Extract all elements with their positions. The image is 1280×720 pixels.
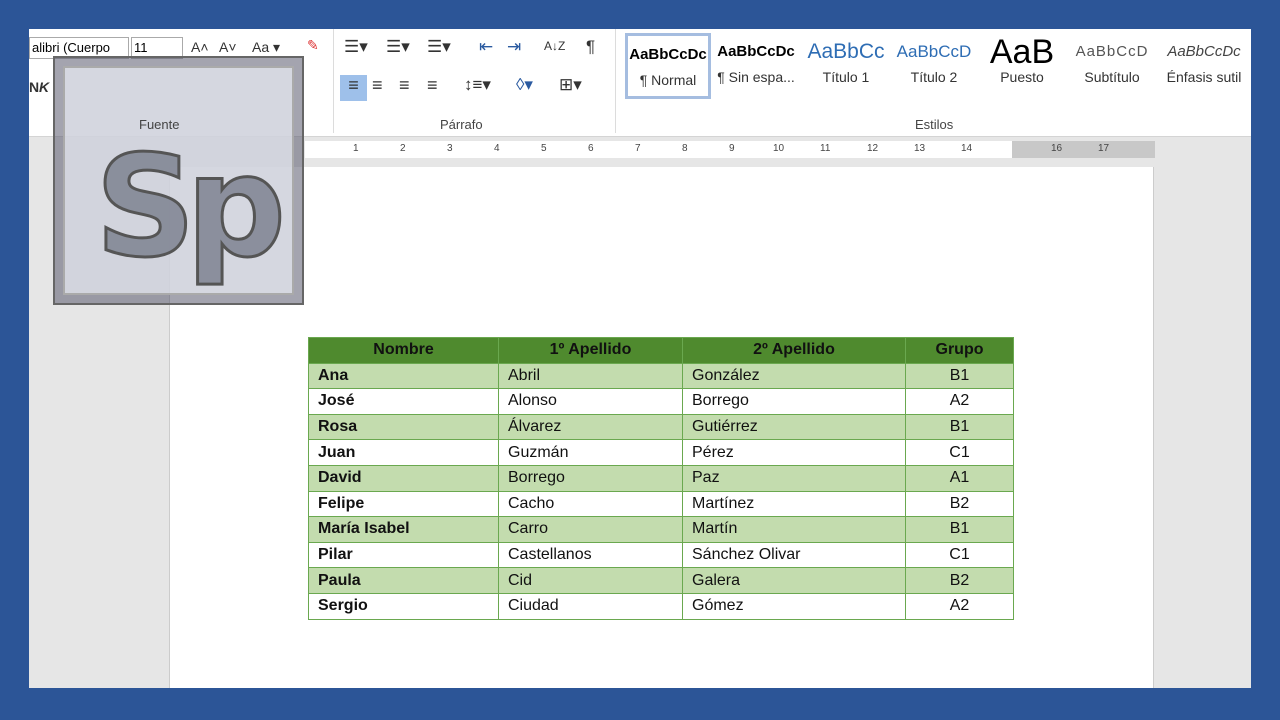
name-cell: Juan [308,439,499,466]
header-cell: 1º Apellido [498,337,683,364]
shading-icon[interactable]: ◊▾ [516,75,533,94]
change-case-button[interactable]: Aa ▾ [252,39,281,55]
first-surname-cell: Alonso [498,388,683,415]
bullets-icon[interactable]: ☰▾ [344,37,368,56]
group-cell: A2 [905,388,1014,415]
table-row: Ana Abril González B1 [308,362,1014,390]
group-cell: A1 [905,464,1014,492]
font-size-combo[interactable]: 11 [131,37,183,59]
group-cell: B1 [905,516,1014,543]
multilevel-list-icon[interactable]: ☰▾ [427,37,451,56]
group-cell: B1 [905,413,1014,441]
table-row: Pilar Castellanos Sánchez Olivar C1 [308,541,1014,569]
table-row: Paula Cid Galera B2 [308,567,1014,594]
first-surname-cell: Cid [498,567,683,594]
numbering-icon[interactable]: ☰▾ [386,37,410,56]
group-cell: B2 [905,567,1014,594]
first-surname-cell: Cacho [498,490,683,518]
increase-indent-icon[interactable]: ⇥ [507,37,522,56]
name-cell: Felipe [308,490,499,518]
first-surname-cell: Carro [498,516,683,543]
group-cell: A2 [905,592,1014,620]
name-cell: José [308,388,499,415]
second-surname-cell: Gómez [682,592,906,620]
group-cell: C1 [905,541,1014,569]
style-heading-1[interactable]: AaBbCc Título 1 [807,40,885,85]
grow-font-button[interactable]: A˄ [191,39,209,55]
second-surname-cell: Sánchez Olivar [682,541,906,569]
style-normal[interactable]: AaBbCcDc ¶ Normal [625,33,711,99]
first-surname-cell: Castellanos [498,541,683,569]
style-subtitle[interactable]: AaBbCcD Subtítulo [1075,43,1149,85]
name-cell: Sergio [308,592,499,620]
name-cell: David [308,464,499,492]
logo-text: Sp [93,126,287,289]
second-surname-cell: Martínez [682,490,906,518]
header-cell: 2º Apellido [682,337,906,364]
group-cell: B2 [905,490,1014,518]
table-header-row: Nombre 1º Apellido 2º Apellido Grupo [308,337,1014,364]
group-cell: C1 [905,439,1014,466]
group-cell: B1 [905,362,1014,390]
sort-button[interactable]: A↓Z [544,39,566,53]
styles-group-label: Estilos [915,117,954,132]
name-cell: Ana [308,362,499,390]
align-right-icon[interactable]: ≡ [399,75,410,95]
clear-format-icon[interactable]: ✎ [307,37,319,53]
font-name-combo[interactable]: alibri (Cuerpo [29,37,129,59]
name-cell: Rosa [308,413,499,441]
name-cell: Paula [308,567,499,594]
style-heading-2[interactable]: AaBbCcD Título 2 [896,42,972,85]
horizontal-ruler[interactable]: 1 2 3 4 5 6 7 8 9 10 11 12 13 14 16 17 [305,141,1155,158]
justify-icon[interactable]: ≡ [427,75,438,95]
second-surname-cell: Martín [682,516,906,543]
italic-button[interactable]: K [39,79,50,95]
table-row: David Borrego Paz A1 [308,464,1014,492]
paragraph-group-label: Párrafo [440,117,483,132]
second-surname-cell: Galera [682,567,906,594]
borders-icon[interactable]: ⊞▾ [559,75,582,94]
first-surname-cell: Álvarez [498,413,683,441]
first-surname-cell: Guzmán [498,439,683,466]
sp-logo-watermark: Sp [53,56,304,305]
font-group-label: Fuente [139,117,180,132]
header-cell: Nombre [308,337,499,364]
second-surname-cell: Pérez [682,439,906,466]
show-marks-button[interactable]: ¶ [586,37,596,56]
decrease-indent-icon[interactable]: ⇤ [479,37,494,56]
second-surname-cell: Borrego [682,388,906,415]
data-table: Nombre 1º Apellido 2º Apellido Grupo Ana… [308,337,1014,620]
table-row: Felipe Cacho Martínez B2 [308,490,1014,518]
style-title[interactable]: AaB Puesto [989,33,1055,85]
first-surname-cell: Abril [498,362,683,390]
table-row: José Alonso Borrego A2 [308,388,1014,415]
table-row: Rosa Álvarez Gutiérrez B1 [308,413,1014,441]
name-cell: Pilar [308,541,499,569]
name-cell: María Isabel [308,516,499,543]
table-row: Sergio Ciudad Gómez A2 [308,592,1014,620]
second-surname-cell: Paz [682,464,906,492]
align-center-icon[interactable]: ≡ [372,75,383,95]
first-surname-cell: Ciudad [498,592,683,620]
align-left-icon[interactable]: ≡ [340,75,367,101]
bold-button[interactable]: N [29,79,40,95]
second-surname-cell: González [682,362,906,390]
style-subtle-emphasis[interactable]: AaBbCcDc Énfasis sutil [1166,43,1242,85]
table-row: María Isabel Carro Martín B1 [308,516,1014,543]
header-cell: Grupo [905,337,1014,364]
word-window: alibri (Cuerpo 11 A˄ A˅ Aa ▾ ✎ N K ☰▾ ☰▾… [29,29,1251,688]
table-row: Juan Guzmán Pérez C1 [308,439,1014,466]
line-spacing-icon[interactable]: ↕≡▾ [464,75,491,94]
style-no-spacing[interactable]: AaBbCcDc ¶ Sin espa... [717,43,795,85]
document-page[interactable]: Nombre 1º Apellido 2º Apellido Grupo Ana… [169,167,1154,688]
first-surname-cell: Borrego [498,464,683,492]
shrink-font-button[interactable]: A˅ [219,39,237,55]
second-surname-cell: Gutiérrez [682,413,906,441]
